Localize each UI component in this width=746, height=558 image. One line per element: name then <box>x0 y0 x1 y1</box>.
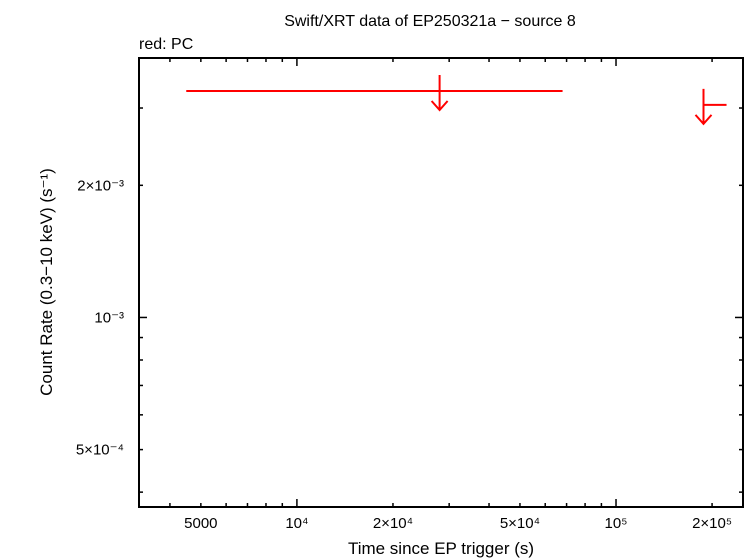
x-tick-label: 10⁵ <box>605 515 628 532</box>
y-tick-label: 10⁻³ <box>94 309 124 326</box>
y-axis-ticks: 5×10⁻⁴ 10⁻³ 2×10⁻³ <box>76 107 743 493</box>
x-tick-label: 2×10⁴ <box>373 515 413 532</box>
y-tick-label: 5×10⁻⁴ <box>76 442 124 459</box>
x-tick-label: 10⁴ <box>285 515 308 532</box>
chart-title: Swift/XRT data of EP250321a − source 8 <box>284 13 576 30</box>
upper-limit-point <box>694 88 727 126</box>
limit-arrow-head <box>694 114 713 126</box>
y-tick-label: 2×10⁻³ <box>77 177 124 194</box>
limit-arrow-head <box>430 100 449 112</box>
x-axis-ticks: 5000 10⁴ 2×10⁴ 5×10⁴ 10⁵ 2×10⁵ <box>169 58 732 532</box>
x-tick-label: 5000 <box>184 515 217 532</box>
x-axis-label: Time since EP trigger (s) <box>348 539 534 558</box>
chart-subtitle: red: PC <box>139 36 193 53</box>
x-tick-label: 5×10⁴ <box>500 515 540 532</box>
plot-frame <box>138 57 744 508</box>
data-points <box>186 75 727 126</box>
y-axis-label: Count Rate (0.3−10 keV) (s⁻¹) <box>37 168 56 396</box>
upper-limit-point <box>186 75 563 112</box>
x-tick-label: 2×10⁵ <box>692 515 732 532</box>
